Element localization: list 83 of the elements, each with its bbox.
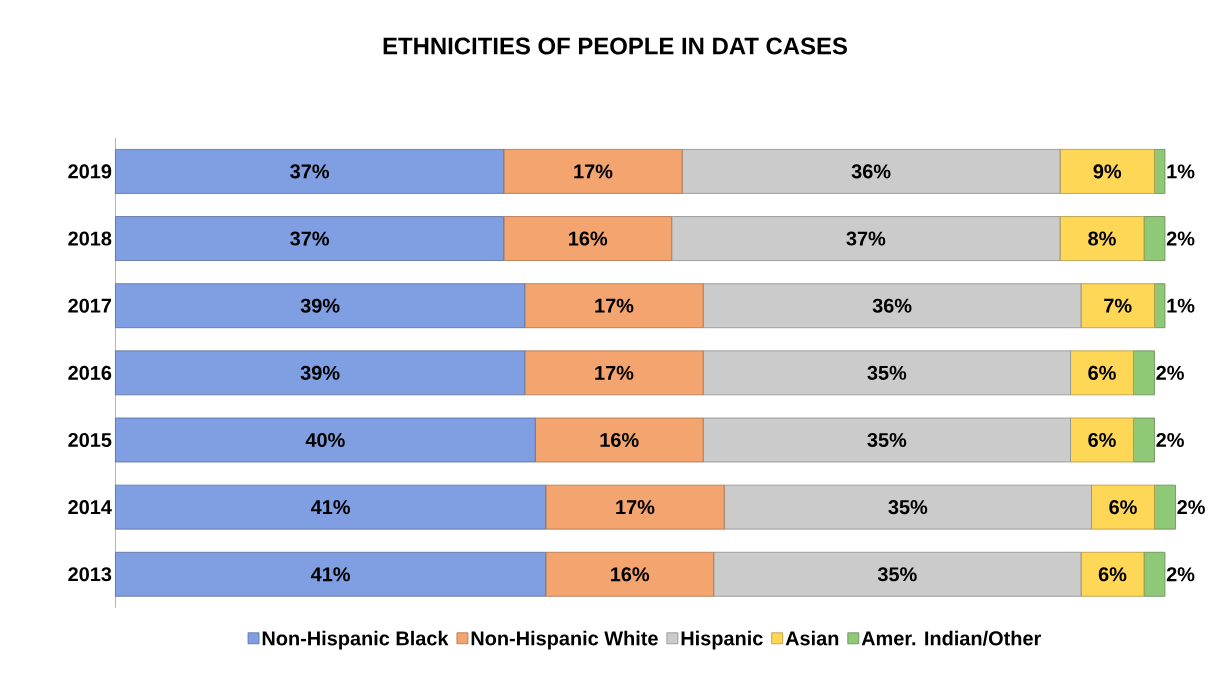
bar xyxy=(524,283,704,329)
bar xyxy=(1070,417,1134,463)
data-label: 41% xyxy=(310,500,351,515)
data-label: 17% xyxy=(574,164,613,179)
data-label: 17% xyxy=(616,500,655,515)
data-label: 2% xyxy=(1156,365,1184,380)
data-label: 39% xyxy=(300,365,340,380)
bar xyxy=(1143,216,1166,261)
data-label: 7% xyxy=(1104,298,1132,313)
bar xyxy=(115,417,536,463)
bar xyxy=(702,350,1071,396)
data-label: 16% xyxy=(569,231,608,246)
bar xyxy=(115,216,505,261)
y-tick-label: 2013 xyxy=(68,567,112,582)
bar xyxy=(534,417,704,463)
data-label: 37% xyxy=(846,231,886,246)
bar xyxy=(702,283,1082,329)
bar xyxy=(1154,283,1166,329)
data-label: 1% xyxy=(1167,298,1195,313)
bar xyxy=(503,216,673,261)
data-label: 16% xyxy=(611,567,650,582)
data-label: 37% xyxy=(290,164,330,179)
bar xyxy=(1133,417,1155,463)
y-tick-label: 2016 xyxy=(68,365,112,380)
legend-label: Non-Hispanic Black xyxy=(262,630,449,650)
data-label: 6% xyxy=(1109,500,1137,515)
legend-label: Non-Hispanic White xyxy=(471,630,658,650)
data-label: 2% xyxy=(1156,432,1184,448)
y-tick-label: 2015 xyxy=(68,432,112,448)
data-label: 36% xyxy=(872,298,912,313)
bar xyxy=(545,551,715,597)
bar xyxy=(713,551,1082,597)
data-label: 2% xyxy=(1166,567,1195,582)
data-label: 35% xyxy=(877,567,917,582)
data-label: 17% xyxy=(595,298,634,313)
bar xyxy=(115,551,547,597)
data-label: 40% xyxy=(305,432,345,448)
data-label: 6% xyxy=(1088,432,1116,448)
bar xyxy=(1133,350,1155,396)
data-label: 6% xyxy=(1098,567,1127,582)
data-label: 2% xyxy=(1177,500,1205,515)
data-label: 6% xyxy=(1088,365,1116,380)
bar xyxy=(1059,149,1155,194)
bar xyxy=(671,216,1061,261)
data-label: 35% xyxy=(867,432,907,448)
bar xyxy=(1070,350,1134,396)
data-label: 8% xyxy=(1088,231,1116,246)
bar xyxy=(1059,216,1145,261)
bar xyxy=(723,484,1092,530)
bar xyxy=(1154,149,1166,194)
bar xyxy=(1080,551,1145,597)
y-tick-label: 2018 xyxy=(68,231,112,246)
bar xyxy=(1080,283,1155,329)
chart-title: ETHNICITIES OF PEOPLE IN DAT CASES xyxy=(383,37,847,55)
data-label: 2% xyxy=(1166,231,1195,246)
legend-label: Hispanic xyxy=(681,630,763,650)
bar xyxy=(702,417,1071,463)
bar xyxy=(115,350,526,396)
bar xyxy=(1143,551,1166,597)
legend-label: Amer. Indian/Other xyxy=(861,630,1041,646)
bar xyxy=(681,149,1061,194)
data-label: 37% xyxy=(290,231,330,246)
bar xyxy=(115,283,526,329)
y-tick-label: 2017 xyxy=(68,298,112,313)
bar xyxy=(545,484,725,530)
bar xyxy=(115,484,547,530)
data-label: 35% xyxy=(888,500,928,515)
bar xyxy=(1154,484,1176,530)
bar xyxy=(115,149,505,194)
data-label: 35% xyxy=(867,365,907,380)
data-label: 39% xyxy=(300,298,340,313)
data-label: 36% xyxy=(851,164,891,179)
data-label: 41% xyxy=(310,567,351,582)
bar xyxy=(503,149,683,194)
y-tick-label: 2014 xyxy=(68,500,112,515)
bar xyxy=(524,350,704,396)
bar xyxy=(1091,484,1155,530)
data-label: 16% xyxy=(600,432,639,448)
data-label: 1% xyxy=(1167,164,1195,179)
data-label: 9% xyxy=(1093,164,1122,179)
legend-label: Asian xyxy=(785,630,839,646)
y-tick-label: 2019 xyxy=(68,164,112,179)
data-label: 17% xyxy=(595,365,634,380)
